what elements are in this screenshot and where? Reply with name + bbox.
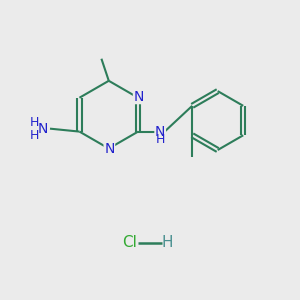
Text: Cl: Cl	[122, 235, 137, 250]
Text: N: N	[134, 90, 144, 104]
Text: N: N	[155, 124, 165, 139]
Text: H: H	[30, 129, 39, 142]
Text: N: N	[104, 142, 115, 155]
Text: H: H	[155, 133, 165, 146]
Text: H: H	[162, 235, 173, 250]
Text: N: N	[38, 122, 48, 136]
Text: H: H	[30, 116, 39, 129]
